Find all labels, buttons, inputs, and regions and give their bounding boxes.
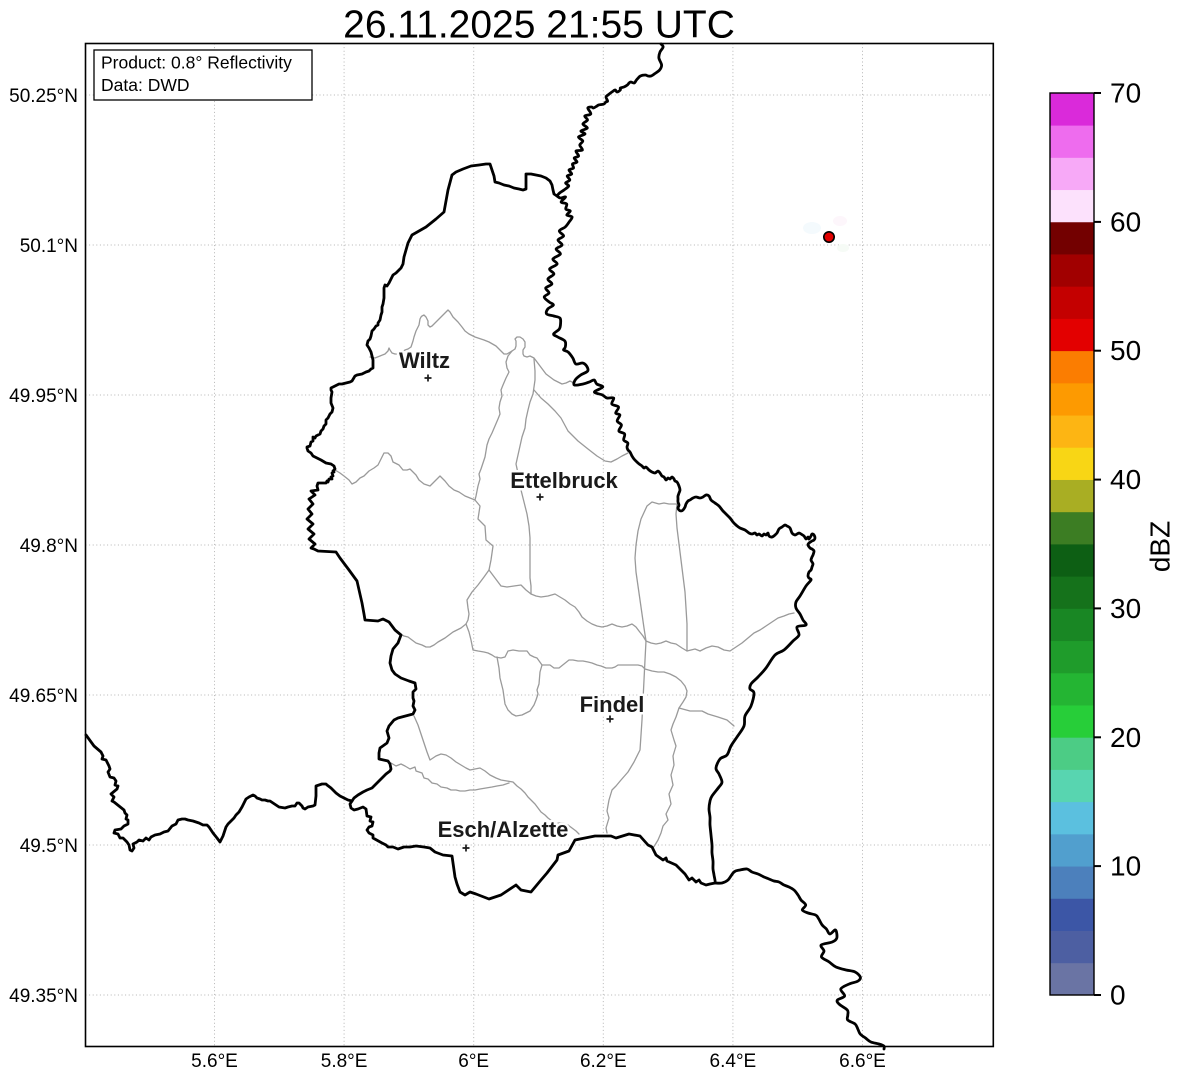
svg-text:Data: DWD: Data: DWD: [101, 75, 189, 95]
svg-text:Product: 0.8° Reflectivity: Product: 0.8° Reflectivity: [101, 53, 292, 73]
svg-text:Wiltz: Wiltz: [399, 348, 450, 373]
svg-text:6.6°E: 6.6°E: [839, 1051, 886, 1072]
svg-text:60: 60: [1110, 206, 1141, 237]
svg-text:5.8°E: 5.8°E: [321, 1051, 368, 1072]
svg-text:Ettelbruck: Ettelbruck: [510, 468, 618, 493]
svg-text:49.65°N: 49.65°N: [9, 686, 78, 707]
svg-text:49.8°N: 49.8°N: [20, 536, 78, 557]
svg-text:dBZ: dBZ: [1145, 521, 1176, 572]
svg-text:Findel: Findel: [580, 692, 645, 717]
svg-text:20: 20: [1110, 722, 1141, 753]
svg-text:49.5°N: 49.5°N: [20, 836, 78, 857]
svg-text:50: 50: [1110, 335, 1141, 366]
svg-text:5.6°E: 5.6°E: [191, 1051, 238, 1072]
svg-text:10: 10: [1110, 851, 1141, 882]
svg-text:26.11.2025 21:55 UTC: 26.11.2025 21:55 UTC: [343, 4, 735, 47]
svg-text:0: 0: [1110, 980, 1126, 1011]
svg-text:6.2°E: 6.2°E: [580, 1051, 627, 1072]
svg-text:30: 30: [1110, 593, 1141, 624]
svg-text:Esch/Alzette: Esch/Alzette: [438, 817, 569, 842]
svg-text:49.35°N: 49.35°N: [9, 986, 78, 1007]
svg-text:40: 40: [1110, 464, 1141, 495]
svg-text:70: 70: [1110, 78, 1141, 109]
svg-text:49.95°N: 49.95°N: [9, 386, 78, 407]
svg-text:6.4°E: 6.4°E: [710, 1051, 757, 1072]
svg-text:50.1°N: 50.1°N: [20, 236, 78, 257]
svg-text:6°E: 6°E: [458, 1051, 489, 1072]
svg-text:50.25°N: 50.25°N: [9, 86, 78, 107]
